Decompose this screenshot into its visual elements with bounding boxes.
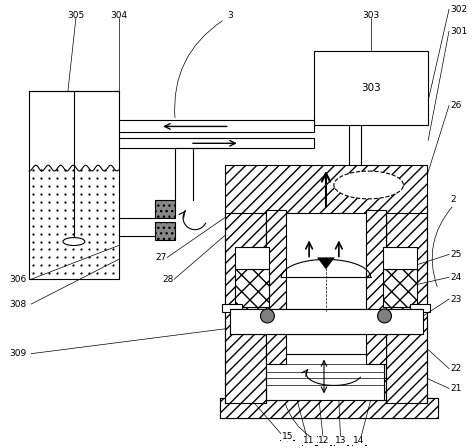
Bar xyxy=(81,138,314,148)
Text: 27: 27 xyxy=(155,253,167,262)
Bar xyxy=(228,379,287,401)
Bar xyxy=(81,121,314,132)
Text: 309: 309 xyxy=(9,349,26,358)
Bar xyxy=(366,210,386,364)
Text: 14: 14 xyxy=(353,436,364,445)
Text: 302: 302 xyxy=(450,5,467,14)
Bar xyxy=(266,210,287,364)
Bar xyxy=(222,304,242,312)
Circle shape xyxy=(378,309,391,323)
Bar xyxy=(220,398,438,418)
Bar xyxy=(386,210,427,403)
Polygon shape xyxy=(317,258,335,269)
Bar xyxy=(220,398,438,418)
Bar xyxy=(155,200,175,218)
Text: 308: 308 xyxy=(9,300,26,309)
Text: 11: 11 xyxy=(303,436,315,445)
Text: 15: 15 xyxy=(281,431,293,440)
Text: 12: 12 xyxy=(318,436,329,445)
Text: 25: 25 xyxy=(450,250,462,259)
Text: 13: 13 xyxy=(335,436,346,445)
Text: 304: 304 xyxy=(110,11,127,20)
Text: 1: 1 xyxy=(316,436,322,445)
Text: 26: 26 xyxy=(450,101,462,110)
Bar xyxy=(155,222,175,240)
Text: 3: 3 xyxy=(227,11,233,20)
Text: 21: 21 xyxy=(450,384,462,393)
Text: 303: 303 xyxy=(362,11,379,20)
Ellipse shape xyxy=(334,171,404,199)
Bar xyxy=(264,353,384,401)
Bar xyxy=(225,210,266,403)
Text: 23: 23 xyxy=(450,295,462,304)
Bar xyxy=(230,309,423,334)
Text: 28: 28 xyxy=(162,275,174,284)
Bar xyxy=(364,379,423,401)
Circle shape xyxy=(261,309,274,323)
Text: 2: 2 xyxy=(450,195,455,204)
Bar xyxy=(235,247,270,269)
Text: 305: 305 xyxy=(67,11,84,20)
Text: 24: 24 xyxy=(450,273,461,282)
Bar xyxy=(225,165,427,213)
Bar xyxy=(235,269,270,307)
Text: 306: 306 xyxy=(9,275,26,284)
Bar xyxy=(382,269,417,307)
Bar xyxy=(382,247,417,269)
Bar xyxy=(314,51,428,125)
Bar xyxy=(410,304,430,312)
Bar xyxy=(29,90,118,279)
Text: 22: 22 xyxy=(450,364,461,373)
Text: 301: 301 xyxy=(450,27,467,36)
Ellipse shape xyxy=(63,237,85,246)
Text: 303: 303 xyxy=(361,83,380,93)
